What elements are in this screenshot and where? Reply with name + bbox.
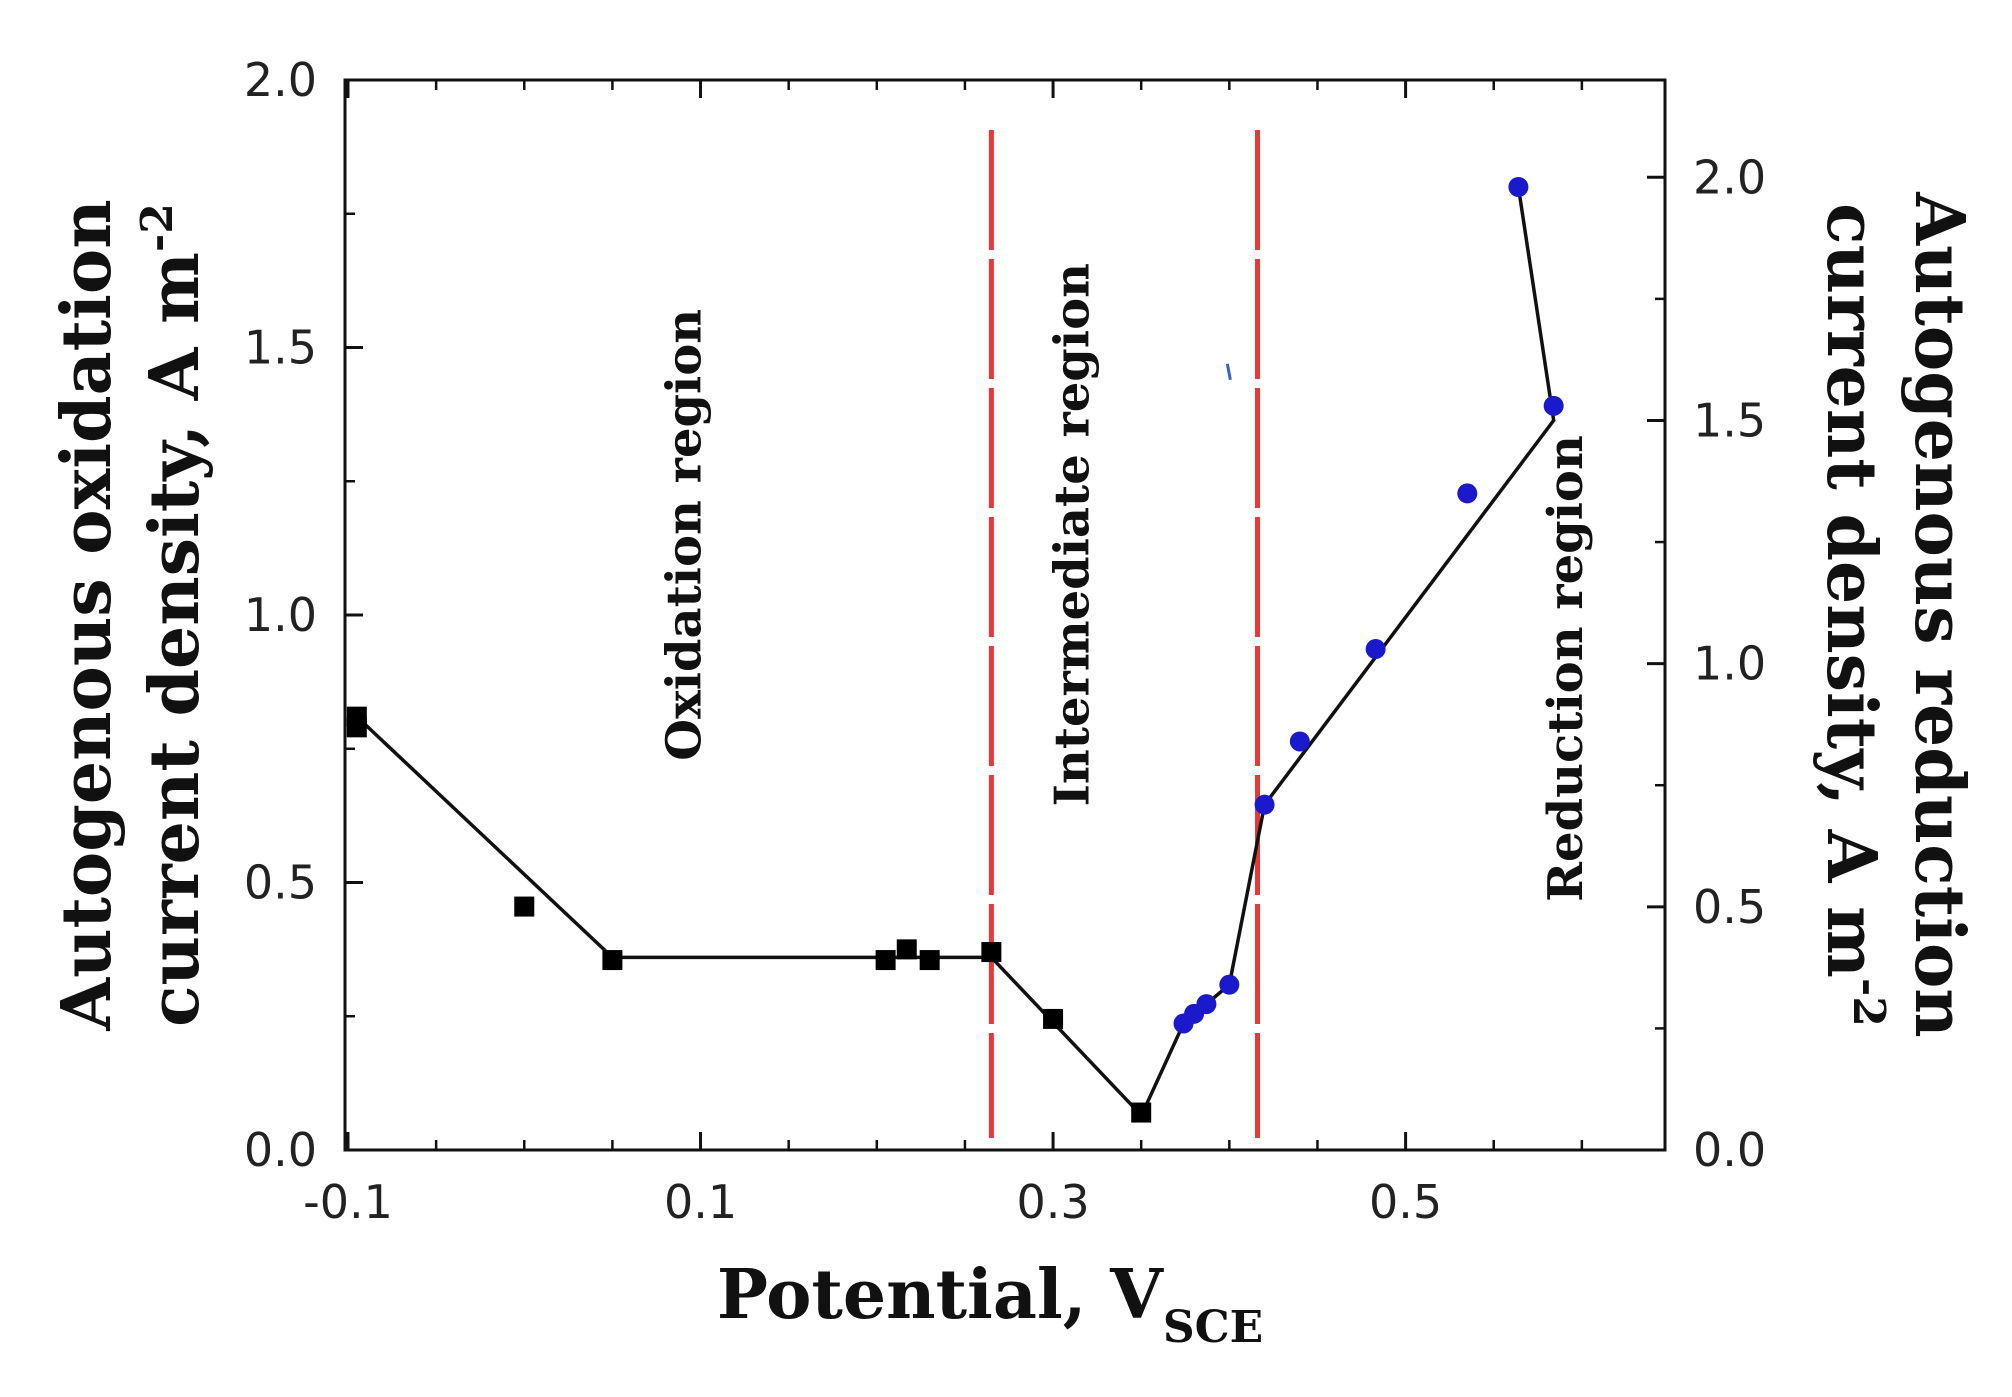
series-line-1 (355, 715, 1143, 1117)
x-tick-label: 0.3 (1016, 1175, 1089, 1229)
x-axis-title-sub: SCE (1163, 1302, 1263, 1353)
region-label: Reduction region (1538, 435, 1594, 902)
plot-frame (343, 78, 1667, 1152)
y-right-axis-title-line2: current density, A m-2 (1811, 203, 1894, 1027)
data-point-circle (1254, 794, 1275, 815)
region-label: Intermediate region (1044, 263, 1100, 807)
data-point-circle (1543, 395, 1564, 416)
y-left-tick-label: 0.0 (244, 1123, 317, 1177)
stray-mark (1225, 363, 1232, 381)
y-right-axis-title-line1: Autogenous reduction (1899, 191, 1979, 1037)
y-left-tick-label: 2.0 (244, 53, 317, 107)
x-axis-title: Potential, VSCE (717, 1255, 1263, 1353)
data-point-circle (1457, 483, 1478, 504)
data-point-circle (1289, 731, 1310, 752)
y-right-tick-label: 1.0 (1693, 637, 1766, 691)
y-left-axis-title-line1: Autogenous oxidation (47, 199, 127, 1031)
y-right-axis-title-superscript: -2 (1843, 978, 1894, 1027)
y-left-axis-title-line2-main: current density, A m (135, 252, 215, 1027)
data-point-square (1043, 1008, 1064, 1029)
y-right-tick-label: 2.0 (1693, 150, 1766, 204)
y-right-axis-title-line2-main: current density, A m (1811, 203, 1891, 978)
x-tick-label: 0.1 (664, 1175, 737, 1229)
data-point-square (875, 950, 896, 971)
data-point-circle (1219, 974, 1240, 995)
y-right-tick-label: 1.5 (1693, 393, 1766, 447)
series-line-2 (1139, 186, 1556, 1117)
data-point-circle (1365, 639, 1386, 660)
y-right-tick-label: 0.0 (1693, 1123, 1766, 1177)
y-left-tick-label: 1.0 (244, 588, 317, 642)
data-point-circle (1196, 994, 1217, 1015)
y-left-tick-label: 1.5 (244, 321, 317, 375)
y-left-axis-title: Autogenous oxidation current density, A m… (47, 199, 215, 1031)
data-point-square (981, 942, 1002, 963)
data-point-square (602, 950, 623, 971)
data-point-square (919, 950, 940, 971)
region-label: Oxidation region (657, 309, 713, 761)
y-left-axis-title-superscript: -2 (132, 203, 183, 252)
x-axis-title-main: Potential, V (717, 1255, 1164, 1335)
data-point-square (346, 717, 367, 738)
y-left-axis-title-line2: current density, A m-2 (132, 203, 215, 1027)
y-right-tick-label: 0.5 (1693, 880, 1766, 934)
y-left-tick-label: 0.5 (244, 856, 317, 910)
data-point-square (514, 896, 535, 917)
x-tick-label: 0.5 (1369, 1175, 1442, 1229)
data-point-square (896, 939, 917, 960)
x-tick-label: -0.1 (303, 1175, 393, 1229)
data-point-square (1131, 1102, 1152, 1123)
data-point-circle (1508, 177, 1529, 197)
